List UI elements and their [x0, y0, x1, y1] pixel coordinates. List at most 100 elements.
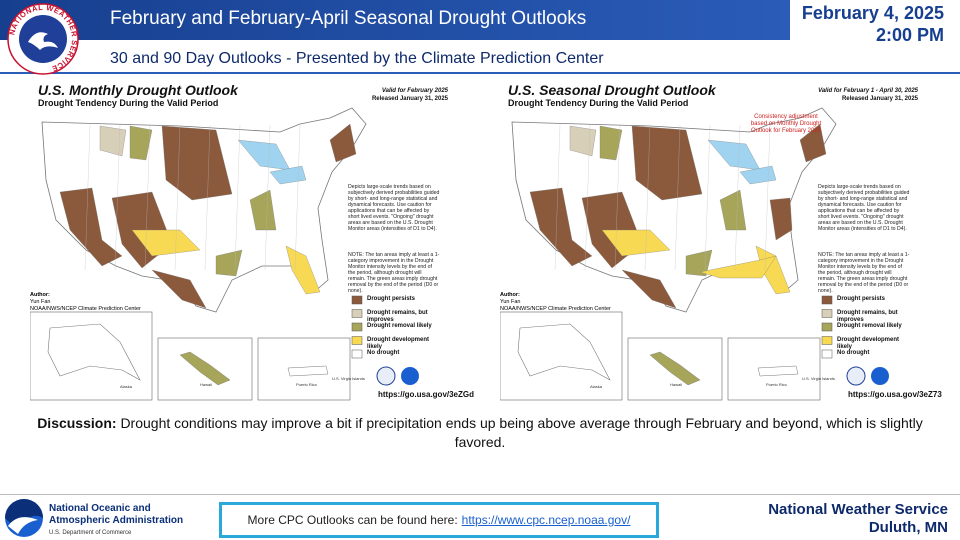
author-label: Author: — [500, 292, 520, 298]
pr-shape — [757, 365, 799, 377]
alaska-shape — [47, 323, 141, 381]
valid-date: Valid for February 1 - April 30, 2025 — [818, 88, 918, 94]
inset-label: Puerto Rico — [766, 382, 787, 387]
slide-title: February and February-April Seasonal Dro… — [110, 8, 587, 29]
drought-area — [631, 125, 703, 201]
discussion-label: Discussion: — [37, 415, 117, 431]
drought-area — [739, 165, 777, 185]
outlook-panel: U.S. Seasonal Drought Outlook Drought Ten… — [500, 80, 942, 405]
inset-label: U.S. Virgin Islands — [802, 376, 835, 381]
inset-label: Alaska — [120, 384, 133, 389]
time: 2:00 PM — [875, 25, 944, 45]
note: NOTE: The tan areas imply at least a 1-c… — [818, 252, 910, 294]
pr-shape — [287, 365, 329, 377]
legend-swatch — [351, 349, 363, 359]
state-line — [734, 124, 741, 271]
drought-area — [569, 125, 597, 157]
slide-subtitle: 30 and 90 Day Outlooks - Presented by th… — [110, 50, 604, 67]
legend-label: Drought persists — [837, 296, 886, 302]
noaa-name: National Oceanic and Atmospheric Adminis… — [49, 503, 183, 539]
noaa-line: National Oceanic and — [49, 503, 151, 514]
noaa-line: Atmospheric Administration — [49, 515, 184, 526]
drought-area — [59, 187, 123, 267]
drought-area — [131, 229, 201, 257]
state-line — [234, 124, 241, 271]
map-link[interactable]: https://go.usa.gov/3eZ73 — [848, 390, 942, 399]
inset-label: Alaska — [590, 384, 603, 389]
map-link[interactable]: https://go.usa.gov/3eZGd — [378, 390, 475, 399]
agency-logo — [871, 367, 889, 385]
legend-swatch — [821, 295, 833, 305]
more-text: More CPC Outlooks can be found here: — [247, 513, 458, 527]
drought-area — [599, 125, 623, 161]
discussion-text: Drought conditions may improve a bit if … — [120, 415, 923, 450]
release-date: Released January 31, 2025 — [841, 96, 918, 102]
valid-date: Valid for February 2025 — [381, 88, 448, 94]
office-location: Duluth, MN — [868, 519, 948, 536]
date: February 4, 2025 — [801, 3, 944, 23]
drought-area — [621, 269, 677, 309]
state-line — [264, 124, 271, 271]
more-link[interactable]: https://www.cpc.ncep.noaa.gov/ — [461, 513, 631, 527]
state-line — [674, 124, 681, 271]
legend-label: Drought development likely — [837, 336, 900, 350]
legend-swatch — [351, 309, 363, 318]
drought-area — [249, 189, 277, 231]
map-subtitle: Drought Tendency During the Valid Period — [38, 98, 219, 108]
noaa-dept: U.S. Department of Commerce — [49, 530, 132, 536]
drought-area — [151, 269, 207, 309]
alaska-shape — [517, 323, 611, 381]
author: Yun Fan — [30, 299, 51, 305]
header-rule — [0, 72, 960, 74]
outlook-map — [500, 107, 889, 401]
legend-label: No drought — [837, 350, 870, 356]
legend-swatch — [351, 295, 363, 305]
legend-swatch — [821, 309, 833, 318]
inset-label: Hawaii — [670, 382, 683, 387]
state-line — [114, 124, 121, 271]
drought-area — [129, 125, 153, 161]
agency-logo — [401, 367, 419, 385]
drought-area — [99, 125, 127, 157]
nws-logo: NATIONAL WEATHER SERVICE — [7, 3, 79, 75]
map-subtitle: Drought Tendency During the Valid Period — [508, 98, 689, 108]
legend-label: Drought persists — [367, 296, 416, 302]
drought-area — [769, 197, 793, 241]
consistency-note: Consistency adjustment based on Monthly … — [750, 114, 822, 134]
author: Yun Fan — [500, 299, 521, 305]
release-date: Released January 31, 2025 — [371, 96, 448, 102]
state-line — [764, 124, 771, 271]
state-line — [554, 124, 561, 271]
title-band — [0, 0, 790, 40]
map-title: U.S. Monthly Drought Outlook — [38, 82, 238, 98]
drought-area — [269, 165, 307, 185]
legend-label: No drought — [367, 350, 400, 356]
outlook-map — [30, 107, 419, 401]
description: Depicts large-scale trends based on subj… — [348, 184, 440, 232]
state-line — [204, 124, 211, 271]
drought-area — [529, 187, 593, 267]
affiliation: NOAA/NWS/NCEP Climate Prediction Center — [500, 306, 611, 312]
map-title: U.S. Seasonal Drought Outlook — [508, 82, 716, 98]
legend-label: Drought removal likely — [367, 323, 432, 329]
drought-area — [285, 245, 321, 295]
state-line — [584, 124, 591, 271]
more-box: More CPC Outlooks can be found here: htt… — [219, 502, 659, 538]
legend-label: Drought remains, but improves — [837, 309, 898, 323]
state-line — [704, 124, 711, 271]
state-line — [174, 124, 181, 271]
drought-area — [161, 125, 233, 201]
footer-rule — [0, 494, 960, 495]
legend-label: Drought remains, but improves — [367, 309, 428, 323]
legend-swatch — [351, 336, 363, 345]
inset-label: U.S. Virgin Islands — [332, 376, 365, 381]
state-line — [644, 124, 651, 271]
office-name: National Weather Service — [768, 501, 948, 518]
inset-label: Puerto Rico — [296, 382, 317, 387]
agency-logo — [846, 366, 866, 386]
drought-area — [601, 229, 671, 257]
note: NOTE: The tan areas imply at least a 1-c… — [348, 252, 440, 294]
inset-label: Hawaii — [200, 382, 213, 387]
office: National Weather Service Duluth, MN — [768, 501, 948, 537]
